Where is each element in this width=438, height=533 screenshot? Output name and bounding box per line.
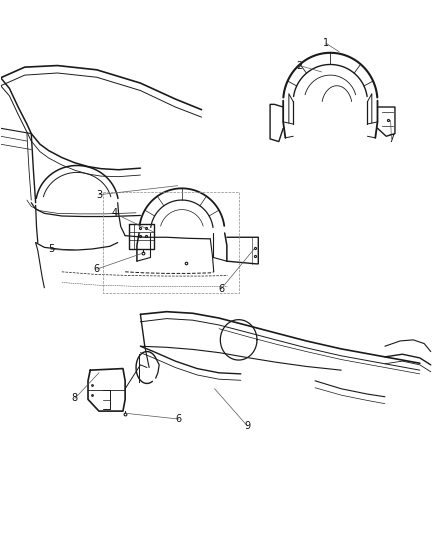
Text: 3: 3	[96, 190, 102, 200]
Text: 6: 6	[218, 284, 224, 294]
Text: 8: 8	[72, 393, 78, 403]
Text: 5: 5	[48, 245, 54, 254]
Text: 9: 9	[244, 421, 251, 431]
Text: 4: 4	[111, 208, 117, 219]
Text: 6: 6	[176, 414, 182, 424]
Text: 7: 7	[389, 134, 395, 144]
Text: 6: 6	[94, 264, 100, 274]
Text: 2: 2	[297, 61, 303, 70]
Text: 1: 1	[323, 38, 329, 48]
